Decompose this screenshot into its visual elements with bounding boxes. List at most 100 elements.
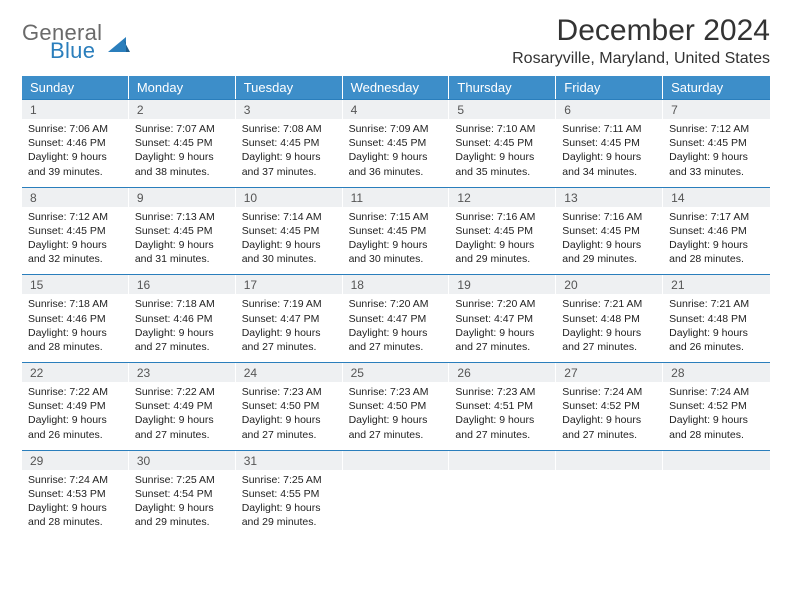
week-body-row: Sunrise: 7:24 AMSunset: 4:53 PMDaylight:…: [22, 470, 770, 538]
day-number: 17: [236, 275, 343, 294]
day-body: Sunrise: 7:25 AMSunset: 4:55 PMDaylight:…: [236, 470, 343, 538]
day-body: Sunrise: 7:11 AMSunset: 4:45 PMDaylight:…: [556, 119, 663, 187]
day-body: Sunrise: 7:10 AMSunset: 4:45 PMDaylight:…: [449, 119, 556, 187]
daylight-text-2: and 27 minutes.: [349, 428, 444, 442]
sunset-text: Sunset: 4:45 PM: [349, 224, 444, 238]
daylight-text-2: and 28 minutes.: [28, 515, 123, 529]
daylight-text-2: and 38 minutes.: [135, 165, 230, 179]
sunset-text: Sunset: 4:48 PM: [562, 312, 657, 326]
day-number: 18: [343, 275, 450, 294]
daylight-text-2: and 31 minutes.: [135, 252, 230, 266]
sunrise-text: Sunrise: 7:13 AM: [135, 210, 230, 224]
sunset-text: Sunset: 4:45 PM: [135, 224, 230, 238]
day-body: Sunrise: 7:23 AMSunset: 4:50 PMDaylight:…: [343, 382, 450, 450]
sunset-text: Sunset: 4:49 PM: [135, 399, 230, 413]
day-number: 15: [22, 275, 129, 294]
sunset-text: Sunset: 4:45 PM: [562, 224, 657, 238]
daylight-text-1: Daylight: 9 hours: [562, 238, 657, 252]
week-body-row: Sunrise: 7:18 AMSunset: 4:46 PMDaylight:…: [22, 294, 770, 362]
sunrise-text: Sunrise: 7:21 AM: [669, 297, 764, 311]
sunset-text: Sunset: 4:45 PM: [242, 136, 337, 150]
sunrise-text: Sunrise: 7:06 AM: [28, 122, 123, 136]
sunset-text: Sunset: 4:45 PM: [562, 136, 657, 150]
daylight-text-1: Daylight: 9 hours: [135, 238, 230, 252]
daylight-text-1: Daylight: 9 hours: [135, 150, 230, 164]
sunrise-text: Sunrise: 7:25 AM: [135, 473, 230, 487]
day-header: Tuesday: [236, 76, 343, 99]
daylight-text-2: and 39 minutes.: [28, 165, 123, 179]
daylight-text-2: and 28 minutes.: [28, 340, 123, 354]
sunrise-text: Sunrise: 7:24 AM: [669, 385, 764, 399]
sunrise-text: Sunrise: 7:22 AM: [135, 385, 230, 399]
sunset-text: Sunset: 4:50 PM: [349, 399, 444, 413]
daylight-text-1: Daylight: 9 hours: [242, 501, 337, 515]
day-body: Sunrise: 7:19 AMSunset: 4:47 PMDaylight:…: [236, 294, 343, 362]
day-number: 7: [663, 100, 770, 119]
daylight-text-2: and 27 minutes.: [349, 340, 444, 354]
daylight-text-2: and 26 minutes.: [669, 340, 764, 354]
daylight-text-2: and 34 minutes.: [562, 165, 657, 179]
sunrise-text: Sunrise: 7:18 AM: [135, 297, 230, 311]
sunrise-text: Sunrise: 7:23 AM: [349, 385, 444, 399]
daylight-text-2: and 27 minutes.: [135, 340, 230, 354]
day-body: Sunrise: 7:08 AMSunset: 4:45 PMDaylight:…: [236, 119, 343, 187]
day-number: 29: [22, 451, 129, 470]
day-number: 16: [129, 275, 236, 294]
day-header: Friday: [556, 76, 663, 99]
sunset-text: Sunset: 4:46 PM: [669, 224, 764, 238]
sunset-text: Sunset: 4:45 PM: [349, 136, 444, 150]
sunset-text: Sunset: 4:46 PM: [28, 312, 123, 326]
day-body: [663, 470, 770, 538]
daylight-text-1: Daylight: 9 hours: [669, 150, 764, 164]
day-number: 10: [236, 188, 343, 207]
day-number: 4: [343, 100, 450, 119]
sunset-text: Sunset: 4:45 PM: [669, 136, 764, 150]
day-body: Sunrise: 7:16 AMSunset: 4:45 PMDaylight:…: [556, 207, 663, 275]
day-body: Sunrise: 7:23 AMSunset: 4:51 PMDaylight:…: [449, 382, 556, 450]
day-body: Sunrise: 7:16 AMSunset: 4:45 PMDaylight:…: [449, 207, 556, 275]
daylight-text-1: Daylight: 9 hours: [28, 501, 123, 515]
daylight-text-2: and 26 minutes.: [28, 428, 123, 442]
sunrise-text: Sunrise: 7:20 AM: [455, 297, 550, 311]
sunrise-text: Sunrise: 7:25 AM: [242, 473, 337, 487]
sunset-text: Sunset: 4:50 PM: [242, 399, 337, 413]
day-body: Sunrise: 7:22 AMSunset: 4:49 PMDaylight:…: [22, 382, 129, 450]
sunset-text: Sunset: 4:45 PM: [455, 136, 550, 150]
daylight-text-1: Daylight: 9 hours: [455, 150, 550, 164]
day-header: Monday: [129, 76, 236, 99]
daylight-text-1: Daylight: 9 hours: [349, 150, 444, 164]
day-body: Sunrise: 7:13 AMSunset: 4:45 PMDaylight:…: [129, 207, 236, 275]
sunrise-text: Sunrise: 7:14 AM: [242, 210, 337, 224]
sunrise-text: Sunrise: 7:07 AM: [135, 122, 230, 136]
day-body: Sunrise: 7:12 AMSunset: 4:45 PMDaylight:…: [663, 119, 770, 187]
daylight-text-2: and 27 minutes.: [562, 340, 657, 354]
daylight-text-2: and 35 minutes.: [455, 165, 550, 179]
weeks-container: 1234567Sunrise: 7:06 AMSunset: 4:46 PMDa…: [22, 99, 770, 537]
daylight-text-2: and 29 minutes.: [455, 252, 550, 266]
sunset-text: Sunset: 4:46 PM: [28, 136, 123, 150]
day-header: Thursday: [449, 76, 556, 99]
daylight-text-2: and 30 minutes.: [242, 252, 337, 266]
daylight-text-1: Daylight: 9 hours: [349, 238, 444, 252]
sunrise-text: Sunrise: 7:10 AM: [455, 122, 550, 136]
daylight-text-1: Daylight: 9 hours: [669, 413, 764, 427]
daylight-text-1: Daylight: 9 hours: [455, 238, 550, 252]
sunset-text: Sunset: 4:47 PM: [455, 312, 550, 326]
day-body: Sunrise: 7:14 AMSunset: 4:45 PMDaylight:…: [236, 207, 343, 275]
day-header: Saturday: [663, 76, 770, 99]
sunrise-text: Sunrise: 7:23 AM: [242, 385, 337, 399]
daylight-text-2: and 27 minutes.: [242, 428, 337, 442]
daylight-text-2: and 27 minutes.: [455, 340, 550, 354]
day-number: 21: [663, 275, 770, 294]
logo-triangle-icon: [108, 35, 130, 53]
day-number: 27: [556, 363, 663, 382]
day-number: 13: [556, 188, 663, 207]
day-body: Sunrise: 7:18 AMSunset: 4:46 PMDaylight:…: [129, 294, 236, 362]
calendar-grid: SundayMondayTuesdayWednesdayThursdayFrid…: [22, 76, 770, 537]
daylight-text-1: Daylight: 9 hours: [242, 413, 337, 427]
day-body: Sunrise: 7:25 AMSunset: 4:54 PMDaylight:…: [129, 470, 236, 538]
sunset-text: Sunset: 4:52 PM: [562, 399, 657, 413]
sunset-text: Sunset: 4:45 PM: [28, 224, 123, 238]
sunset-text: Sunset: 4:52 PM: [669, 399, 764, 413]
day-body: Sunrise: 7:24 AMSunset: 4:52 PMDaylight:…: [663, 382, 770, 450]
